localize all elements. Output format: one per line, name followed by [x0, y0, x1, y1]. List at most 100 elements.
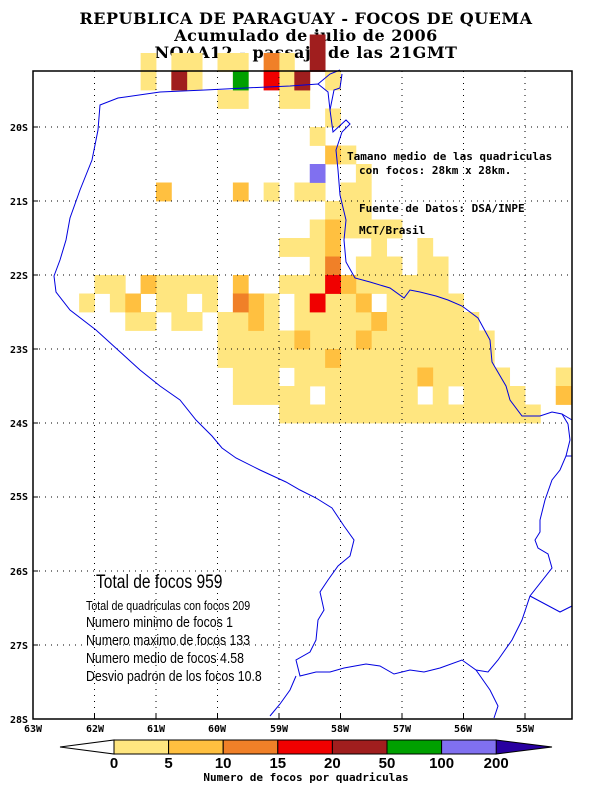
lon-label: 61W	[147, 724, 166, 735]
fire-cell	[309, 349, 326, 368]
fire-cell	[294, 275, 311, 294]
fire-cell	[432, 404, 449, 424]
lon-label: 56W	[454, 724, 473, 735]
fire-cell	[386, 367, 403, 387]
colorbar-swatch	[113, 739, 170, 755]
fire-cell	[294, 404, 311, 424]
fire-cell	[186, 71, 203, 91]
fire-cell	[294, 238, 311, 257]
fire-cell	[309, 219, 326, 239]
colorbar-tick-label: 200	[483, 755, 509, 772]
fire-cell	[355, 182, 372, 202]
fire-cell	[309, 404, 326, 424]
fire-cell	[402, 386, 418, 405]
fire-cell	[294, 90, 311, 109]
fire-cell	[355, 164, 372, 183]
axis-ticks	[32, 126, 526, 720]
fire-cell	[402, 293, 418, 313]
fire-cell	[294, 312, 311, 331]
fire-cell	[402, 275, 418, 294]
fire-cell	[325, 275, 341, 294]
fire-cell	[325, 145, 341, 165]
fire-cells	[79, 34, 572, 424]
fire-cell	[325, 238, 341, 257]
fire-cell	[355, 349, 372, 368]
total-cells: Total de quadriculas con focos 209	[86, 598, 251, 613]
fire-cell	[325, 349, 341, 368]
fire-cell	[156, 293, 172, 313]
fire-cell	[232, 312, 249, 331]
colorbar-tick-label: 0	[109, 755, 119, 772]
fire-cell	[232, 330, 249, 350]
fire-cell	[232, 90, 249, 109]
colorbar-swatch	[222, 739, 279, 755]
fire-cell	[217, 349, 234, 368]
fire-cell	[309, 53, 326, 72]
fire-cell	[263, 293, 280, 313]
fire-cell	[340, 386, 357, 405]
fire-cell	[279, 330, 295, 350]
source-note-1: Fuente de Datos: DSA/INPE	[359, 202, 525, 215]
fire-cell	[402, 404, 418, 424]
lat-label: 26S	[10, 567, 28, 578]
lat-label: 25S	[10, 492, 28, 503]
fire-cell	[325, 71, 341, 91]
lon-label: 63W	[24, 724, 43, 735]
fire-cell	[232, 182, 249, 202]
fire-cell	[217, 90, 234, 109]
sd-fires: Desvio padron de los focos 10.8	[86, 668, 262, 685]
fire-cell	[309, 256, 326, 276]
fire-cell	[340, 312, 357, 331]
fire-cell	[263, 386, 280, 405]
fire-cell	[232, 349, 249, 368]
fire-cell	[171, 312, 188, 331]
fire-cell	[340, 293, 357, 313]
fire-cell	[263, 53, 280, 72]
fire-cell	[386, 330, 403, 350]
fire-cell	[355, 293, 372, 313]
fire-cell	[309, 34, 326, 54]
colorbar-high-arrow	[495, 739, 553, 755]
fire-cell	[309, 312, 326, 331]
fire-cell	[463, 330, 480, 350]
fire-cell	[386, 219, 403, 239]
colorbar-title: Numero de focos por quadriculas	[203, 771, 409, 784]
colorbar-swatch	[331, 739, 388, 755]
fire-cell	[355, 312, 372, 331]
fire-cell	[156, 275, 172, 294]
fire-cell	[294, 330, 311, 350]
cell-size-note-1: Tamano medio de las quadriculas	[347, 150, 553, 163]
fire-cell	[232, 71, 249, 91]
fire-cell	[386, 312, 403, 331]
fire-cell	[417, 256, 434, 276]
fire-cell	[355, 201, 372, 220]
fire-cell	[325, 330, 341, 350]
fire-cell	[509, 386, 526, 405]
fire-cell	[340, 367, 357, 387]
fire-cell	[279, 90, 295, 109]
fire-cell	[217, 312, 234, 331]
fire-cell	[217, 330, 234, 350]
fire-cell	[355, 219, 372, 239]
fire-cell	[402, 330, 418, 350]
fire-cell	[402, 349, 418, 368]
fire-cell	[386, 386, 403, 405]
lon-label: 58W	[331, 724, 350, 735]
fire-cell	[386, 349, 403, 368]
fire-cell	[279, 386, 295, 405]
lat-label: 23S	[10, 345, 28, 356]
fire-cell	[386, 404, 403, 424]
fire-cell	[140, 71, 157, 91]
fire-cell	[432, 386, 449, 405]
fire-cell	[186, 312, 203, 331]
fire-cell	[109, 293, 126, 313]
lon-label: 60W	[208, 724, 227, 735]
fire-cell	[371, 404, 388, 424]
fire-cell	[448, 312, 464, 331]
brazil-border-east	[529, 413, 573, 613]
fire-cell	[417, 275, 434, 294]
colorbar-tick-label: 100	[429, 755, 455, 772]
fire-cell	[279, 71, 295, 91]
fire-cell	[325, 293, 341, 313]
